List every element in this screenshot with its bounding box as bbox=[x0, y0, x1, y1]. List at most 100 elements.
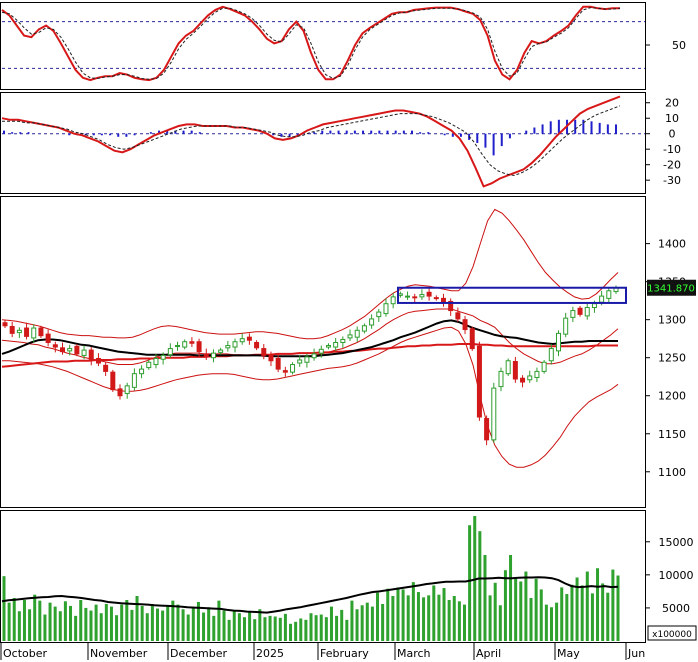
price-candle-body bbox=[548, 348, 554, 362]
price-candle-body bbox=[577, 307, 583, 315]
volume-bar bbox=[391, 596, 395, 641]
volume-bar bbox=[212, 615, 216, 641]
price-candle-body bbox=[196, 341, 202, 353]
volume-bar bbox=[493, 582, 497, 641]
price-candle-body bbox=[419, 294, 425, 298]
volume-bar bbox=[478, 531, 482, 641]
volume-bar bbox=[452, 596, 456, 641]
volume-bar bbox=[2, 576, 6, 641]
price-candle-body bbox=[584, 307, 590, 317]
price-candle-body bbox=[124, 385, 130, 394]
volume-bar bbox=[140, 605, 144, 641]
volume-bar bbox=[104, 603, 108, 641]
volume-bar bbox=[248, 611, 252, 641]
price-candle-body bbox=[210, 352, 216, 359]
resistance-zone-box bbox=[397, 286, 627, 304]
price-candle-body bbox=[347, 334, 353, 339]
price-candle-body bbox=[67, 348, 73, 352]
price-tick-label: 1250 bbox=[658, 352, 686, 365]
volume-bar bbox=[411, 582, 415, 641]
volume-bar bbox=[263, 617, 267, 641]
volume-bar bbox=[145, 613, 149, 641]
volume-bar bbox=[278, 617, 282, 641]
volume-bar bbox=[217, 600, 221, 641]
volume-bar bbox=[166, 606, 170, 641]
price-candle-body bbox=[304, 356, 310, 363]
price-candle-body bbox=[311, 353, 317, 359]
price-candle-body bbox=[318, 348, 324, 354]
volume-bar bbox=[69, 605, 73, 641]
time-axis: October November December 2025 February March… bbox=[0, 642, 645, 660]
volume-bar bbox=[202, 612, 206, 641]
volume-bar bbox=[606, 592, 610, 641]
volume-bar bbox=[58, 611, 62, 641]
macd-tick-label: -10 bbox=[663, 143, 681, 156]
volume-bar bbox=[17, 611, 21, 641]
price-candle-body bbox=[110, 371, 116, 391]
volume-bar bbox=[611, 569, 615, 641]
volume-bar bbox=[181, 609, 185, 641]
volume-bar bbox=[150, 603, 154, 641]
volume-bar bbox=[396, 587, 400, 641]
price-candle-body bbox=[189, 341, 195, 344]
volume-bar bbox=[463, 604, 466, 641]
volume-bar bbox=[258, 609, 262, 641]
volume-bar bbox=[115, 615, 119, 641]
price-candle-body bbox=[9, 326, 15, 334]
volume-bar bbox=[273, 616, 277, 641]
time-axis-label: April bbox=[476, 647, 501, 660]
price-candle-body bbox=[60, 347, 66, 353]
price-candle-body bbox=[505, 360, 511, 375]
volume-bar bbox=[422, 597, 426, 641]
volume-bar bbox=[350, 600, 354, 641]
volume-bar bbox=[519, 581, 523, 641]
volume-bar bbox=[457, 601, 461, 641]
stoch-tick-label: 50 bbox=[672, 39, 686, 52]
price-candle-body bbox=[369, 318, 375, 326]
price-tick-label: 1150 bbox=[658, 428, 686, 441]
price-candle-body bbox=[182, 341, 188, 348]
price-candle-body bbox=[254, 341, 260, 349]
macd-signal-line bbox=[2, 105, 621, 177]
volume-bar bbox=[406, 595, 410, 641]
price-candle-body bbox=[146, 361, 152, 369]
price-candle-body bbox=[218, 349, 224, 353]
bollinger-lower-band bbox=[2, 326, 619, 468]
price-candle-body bbox=[455, 312, 461, 320]
price-candle-body bbox=[95, 357, 101, 364]
price-candle-body bbox=[45, 333, 51, 343]
volume-bar bbox=[340, 609, 344, 641]
volume-bar bbox=[447, 599, 451, 641]
volume-bar bbox=[529, 598, 533, 641]
time-axis-label: March bbox=[397, 647, 431, 660]
volume-bar bbox=[565, 594, 569, 641]
volume-bar bbox=[570, 584, 574, 641]
volume-bar bbox=[304, 619, 308, 641]
volume-bar bbox=[319, 614, 323, 641]
volume-bar bbox=[509, 555, 513, 641]
volume-bar bbox=[186, 614, 190, 641]
volume-bar bbox=[345, 619, 349, 641]
volume-bar bbox=[74, 615, 78, 641]
price-candle-body bbox=[153, 357, 159, 366]
price-candle-body bbox=[282, 370, 288, 373]
price-candle-body bbox=[246, 336, 252, 341]
price-panel: 14001350130012501200115011001341.870 bbox=[1, 208, 696, 479]
volume-bar bbox=[268, 615, 272, 641]
volume-bar bbox=[468, 525, 472, 641]
price-candle-body bbox=[275, 357, 281, 370]
price-candle-body bbox=[570, 310, 576, 318]
price-candle-body bbox=[117, 388, 123, 397]
price-candle-body bbox=[24, 327, 30, 337]
volume-bar bbox=[524, 571, 528, 641]
volume-moving-average bbox=[1, 576, 619, 614]
volume-bar bbox=[289, 623, 293, 641]
volume-bar bbox=[514, 577, 518, 641]
volume-bar bbox=[555, 602, 559, 641]
price-candle-body bbox=[31, 327, 37, 339]
price-tick-label: 1300 bbox=[658, 314, 686, 327]
time-axis-label: February bbox=[320, 647, 369, 660]
volume-bar bbox=[7, 602, 11, 641]
price-candle-body bbox=[563, 317, 569, 335]
